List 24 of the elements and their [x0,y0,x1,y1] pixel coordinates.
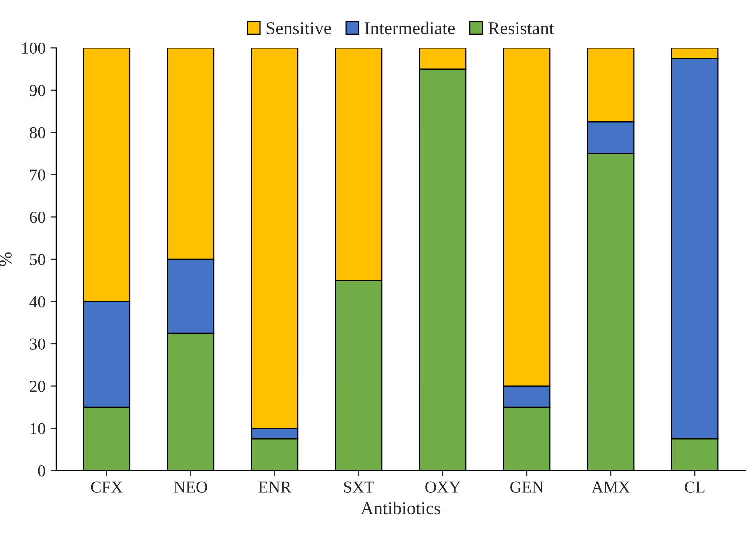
x-tick-label: CFX [91,482,123,493]
x-tick-label: AMX [592,482,630,493]
x-tick-label: NEO [174,482,208,493]
y-tick-label: 30 [30,338,46,350]
y-axis-title: % [0,252,12,266]
y-tick-label: 100 [22,42,46,54]
y-tick-label: 50 [30,254,46,266]
x-tick-label: GEN [510,482,544,493]
y-tick-label: 90 [30,85,46,96]
x-tick-label: ENR [258,482,292,493]
x-tick-label: CL [685,482,705,493]
legend-label: Intermediate [365,22,455,35]
y-tick-label: 40 [30,296,46,308]
legend-label: Sensitive [266,22,332,35]
y-tick-label: 70 [30,170,46,181]
x-tick-label: OXY [426,482,461,493]
y-tick-label: 80 [30,127,46,139]
x-axis-title: Antibiotics [361,502,440,515]
y-tick-label: 10 [30,423,46,434]
y-tick-label: 20 [30,380,46,392]
y-tick-label: 60 [30,212,46,224]
x-tick-label: SXT [344,482,374,493]
y-tick-label: 0 [38,466,46,477]
legend-label: Resistant [488,22,554,35]
